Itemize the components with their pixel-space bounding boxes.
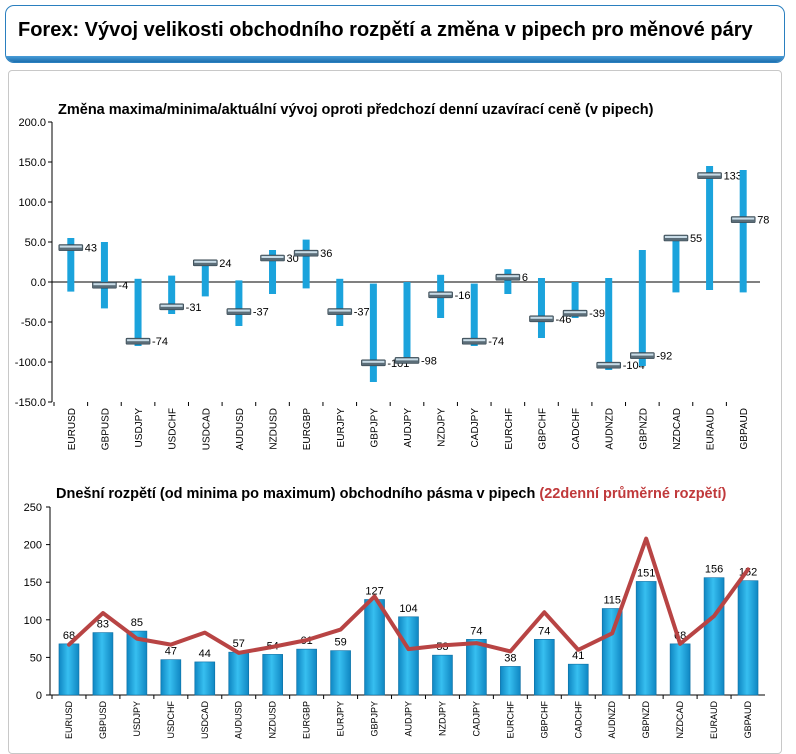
charts-panel: [8, 70, 782, 754]
header-banner: Forex: Vývoj velikosti obchodního rozpět…: [5, 5, 785, 63]
header-accent-band: [6, 56, 784, 62]
page-title: Forex: Vývoj velikosti obchodního rozpět…: [18, 19, 753, 41]
